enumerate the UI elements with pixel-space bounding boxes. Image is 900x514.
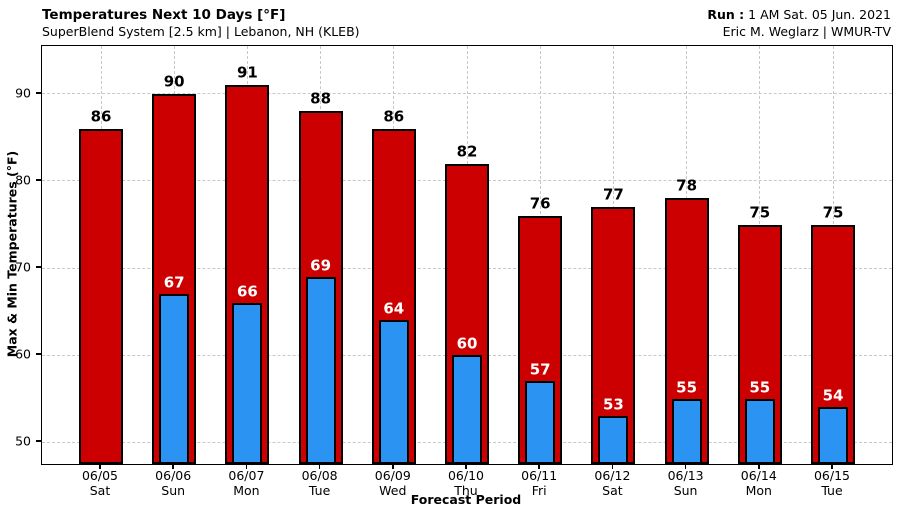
x-tick-mark	[538, 464, 540, 469]
x-tick-label: 06/15 Tue	[814, 468, 850, 498]
y-tick-label: 50	[15, 433, 31, 449]
run-info: Run :1 AM Sat. 05 Jun. 2021	[707, 7, 891, 22]
x-tick-mark	[758, 464, 760, 469]
x-tick-label: 06/11 Fri	[521, 468, 557, 498]
max-value-label: 91	[236, 63, 258, 82]
run-label: Run :	[707, 7, 745, 22]
x-tick-label: 06/13 Sun	[668, 468, 704, 498]
x-tick-label: 06/14 Mon	[741, 468, 777, 498]
min-bar	[452, 355, 482, 464]
x-tick-weekday: Sun	[161, 483, 186, 498]
x-tick-weekday: Tue	[308, 483, 331, 498]
min-value-label: 69	[310, 256, 332, 275]
min-bar	[378, 320, 409, 464]
max-bar	[79, 128, 123, 464]
x-tick-weekday: Sat	[602, 483, 623, 498]
min-value-label: 66	[236, 282, 258, 301]
min-value-label: 53	[602, 395, 624, 414]
x-tick-date: 06/15	[813, 468, 851, 483]
x-tick-weekday: Mon	[233, 483, 260, 498]
max-value-label: 90	[163, 72, 185, 91]
y-axis-title: Max & Min Temperatures (°F)	[4, 150, 20, 358]
x-tick-label: 06/08 Tue	[302, 468, 338, 498]
y-tick-label: 60	[15, 346, 31, 362]
x-tick-date: 06/10	[447, 468, 485, 483]
min-value-label: 57	[529, 360, 551, 379]
y-tick-mark	[35, 179, 41, 181]
x-tick-date: 06/13	[667, 468, 704, 483]
y-tick-label: 90	[15, 85, 31, 101]
x-tick-weekday: Sat	[89, 483, 111, 498]
max-value-label: 88	[310, 89, 332, 108]
y-tick-label: 80	[15, 172, 31, 188]
y-tick-label: 70	[15, 259, 31, 275]
x-tick-date: 06/12	[594, 468, 631, 483]
x-axis-title: Forecast Period	[410, 492, 522, 507]
x-tick-mark	[99, 464, 101, 469]
x-tick-date: 06/08	[301, 468, 338, 483]
min-bar	[598, 416, 629, 464]
y-tick-mark	[35, 353, 41, 355]
min-value-label: 67	[163, 273, 185, 292]
chart-title: Temperatures Next 10 Days [°F]	[42, 7, 286, 23]
x-tick-mark	[465, 464, 467, 469]
x-tick-mark	[392, 464, 394, 469]
min-value-label: 54	[822, 386, 844, 405]
max-value-label: 86	[383, 107, 405, 126]
min-value-label: 64	[383, 299, 405, 318]
x-tick-weekday: Tue	[821, 483, 843, 498]
x-tick-date: 06/05	[81, 468, 119, 483]
x-tick-label: 06/05 Sat	[82, 468, 118, 498]
x-tick-date: 06/06	[155, 468, 192, 483]
credit-line: Eric M. Weglarz | WMUR-TV	[722, 24, 891, 39]
x-tick-mark	[318, 464, 321, 469]
y-tick-mark	[35, 266, 41, 268]
x-tick-date: 06/14	[740, 468, 777, 483]
x-tick-label: 06/06 Sun	[155, 468, 191, 498]
min-bar	[159, 294, 190, 464]
run-timestamp: 1 AM Sat. 05 Jun. 2021	[748, 7, 891, 22]
min-bar	[305, 276, 336, 464]
x-tick-label: 06/07 Mon	[228, 468, 264, 498]
x-tick-date: 06/07	[228, 468, 265, 483]
max-value-label: 75	[749, 203, 771, 222]
x-tick-weekday: Wed	[379, 483, 407, 498]
max-value-label: 76	[529, 194, 551, 213]
max-value-label: 78	[676, 176, 698, 195]
x-tick-mark	[172, 464, 174, 469]
min-bar	[525, 381, 556, 464]
max-value-label: 86	[90, 107, 112, 126]
min-bar	[671, 398, 702, 464]
x-tick-label: 06/10 Thu	[448, 468, 484, 498]
x-tick-label: 06/12 Sat	[594, 468, 630, 498]
x-tick-weekday: Sun	[673, 483, 698, 498]
min-value-label: 55	[749, 378, 771, 397]
plot-area: 86 90 67 91 66 88 69 86 64 82 60 76 57 77 53 78 55 75 55 75…	[41, 45, 893, 465]
x-tick-weekday: Fri	[531, 483, 547, 498]
chart-subtitle: SuperBlend System [2.5 km] | Lebanon, NH…	[42, 24, 360, 39]
x-tick-label: 06/09 Wed	[375, 468, 411, 498]
min-value-label: 55	[676, 378, 698, 397]
min-bar	[232, 302, 263, 464]
x-tick-mark	[611, 464, 614, 469]
min-bar	[744, 398, 775, 464]
y-tick-mark	[35, 440, 41, 442]
max-value-label: 77	[602, 185, 624, 204]
x-tick-weekday: Thu	[454, 483, 478, 498]
min-value-label: 60	[456, 334, 478, 353]
x-tick-weekday: Mon	[745, 483, 772, 498]
y-tick-mark	[35, 92, 41, 94]
x-tick-mark	[684, 464, 687, 469]
min-bar	[818, 407, 848, 464]
x-tick-mark	[245, 464, 248, 469]
max-value-label: 82	[456, 142, 478, 161]
x-tick-date: 06/11	[521, 468, 558, 483]
x-tick-date: 06/09	[374, 468, 411, 483]
max-value-label: 75	[822, 203, 844, 222]
x-tick-mark	[831, 464, 833, 469]
